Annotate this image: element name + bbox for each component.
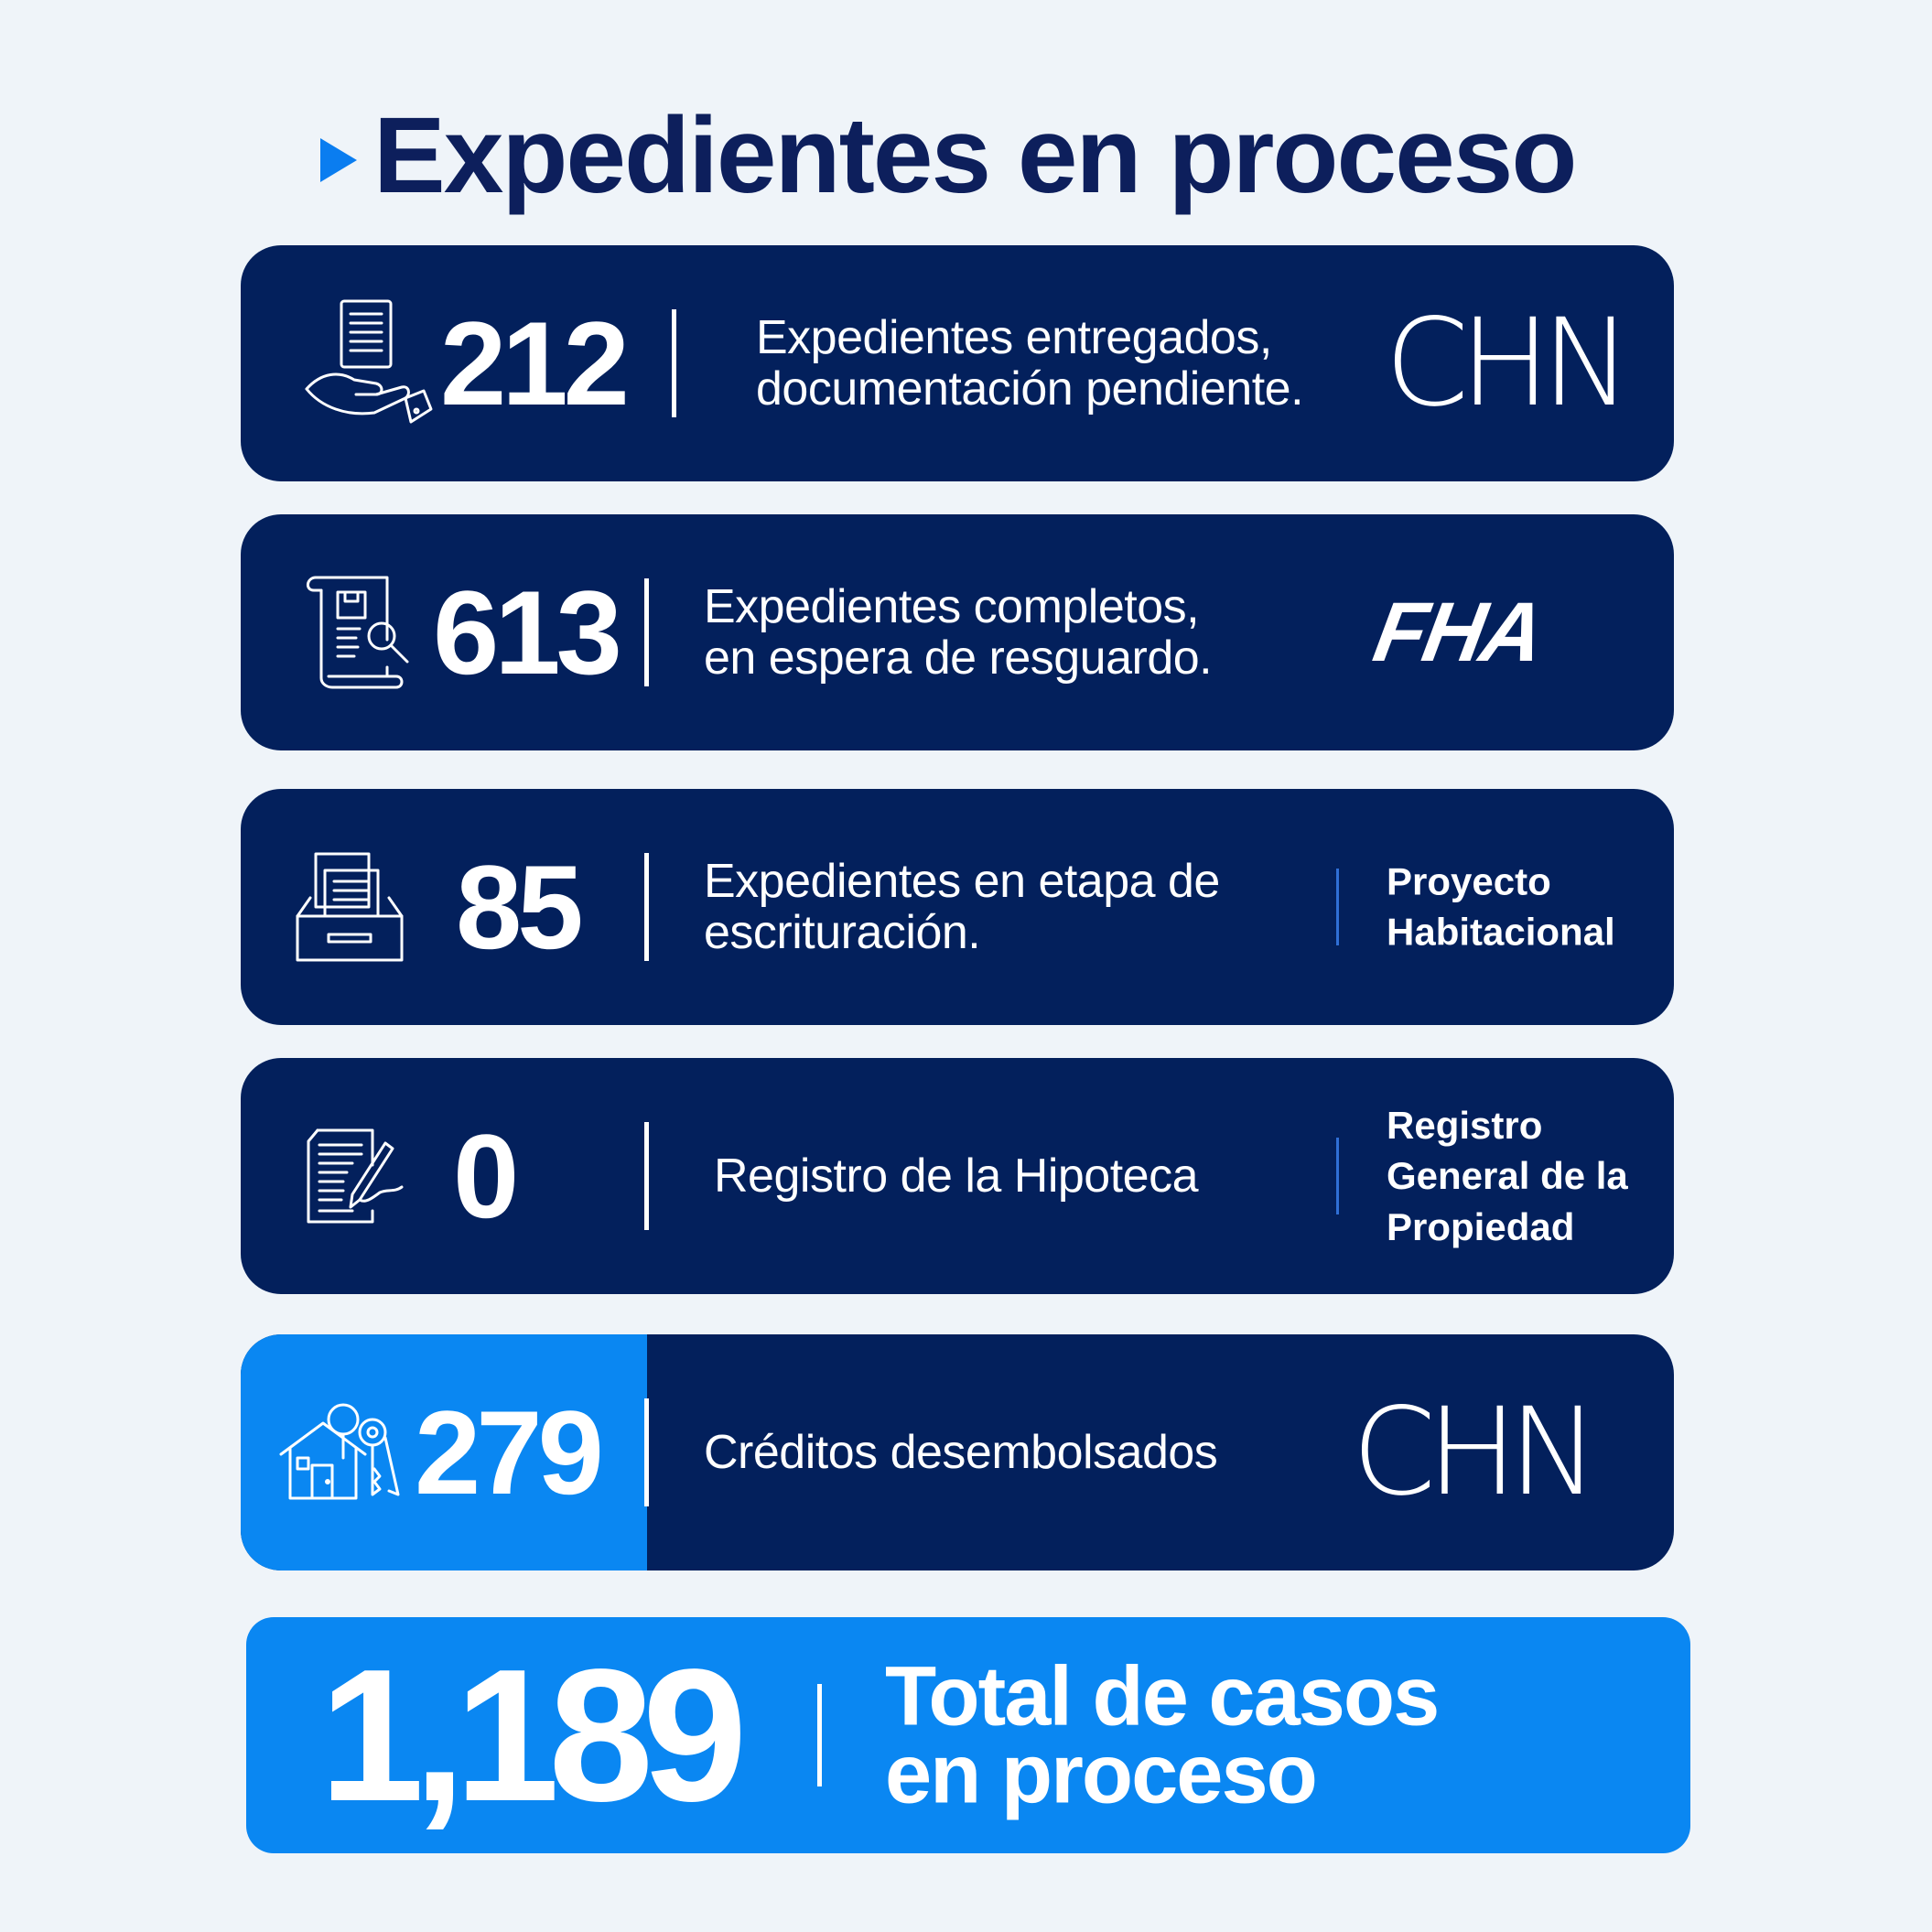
divider [644, 1122, 649, 1230]
file-drawer-icon [296, 852, 404, 962]
stat-card-creditos: 279 Créditos desembolsados CHN [241, 1334, 1674, 1570]
description-line: Registro de la Hipoteca [714, 1149, 1199, 1203]
divider [672, 309, 676, 417]
total-label: Total de casos en proceso [885, 1649, 1440, 1820]
highlight-panel [241, 1334, 647, 1570]
total-card: 1,189 Total de casos en proceso [246, 1617, 1690, 1853]
description-line: escrituración. [704, 906, 981, 959]
stat-description: Expedientes en etapa de escrituración. [704, 856, 1220, 958]
document-signature-icon [307, 1128, 404, 1224]
page-header: Expedientes en proceso [320, 87, 1577, 224]
total-label-line: en proceso [885, 1727, 1318, 1820]
divider [644, 853, 649, 961]
brand-line: Proyecto [1387, 859, 1551, 903]
divider [817, 1684, 822, 1786]
document-search-icon [301, 576, 415, 689]
house-keys-icon [277, 1398, 405, 1507]
stat-card-escrituracion: 85 Expedientes en etapa de escrituración… [241, 789, 1674, 1025]
chn-logo: CHN [1352, 1382, 1599, 1523]
brand-line: Registro [1387, 1103, 1543, 1147]
stat-card-hipoteca: 0 Registro de la Hipoteca Registro Gener… [241, 1058, 1674, 1294]
description-line: Expedientes entregados, [756, 310, 1272, 364]
hand-document-icon [303, 299, 436, 427]
stat-description: Expedientes entregados, documentación pe… [756, 310, 1304, 416]
registro-propiedad-logo: Registro General de la Propiedad [1387, 1100, 1628, 1252]
divider [644, 1398, 649, 1506]
description-line: documentación pendiente. [756, 362, 1304, 416]
total-number: 1,189 [319, 1630, 748, 1840]
stat-card-completos: 613 Expedientes completos, en espera de … [241, 514, 1674, 750]
description-line: Expedientes en etapa de [704, 854, 1220, 908]
stat-number: 279 [415, 1386, 604, 1519]
description-line: Expedientes completos, [704, 579, 1200, 633]
stat-number: 85 [456, 840, 584, 974]
description-line: en espera de resguardo. [704, 631, 1213, 685]
stat-number: 0 [453, 1109, 519, 1243]
description-line: Créditos desembolsados [704, 1425, 1218, 1479]
stat-description: Expedientes completos, en espera de resg… [704, 579, 1213, 685]
brand-line: General de la [1387, 1154, 1628, 1198]
divider [1336, 1138, 1339, 1214]
divider [1336, 869, 1339, 945]
fha-logo: FHA [1367, 586, 1549, 679]
stat-description: Créditos desembolsados [704, 1425, 1218, 1479]
stat-description: Registro de la Hipoteca [714, 1149, 1199, 1203]
stat-number: 212 [440, 297, 630, 430]
divider [644, 578, 649, 686]
brand-line: Habitacional [1387, 911, 1615, 954]
chn-logo: CHN [1385, 293, 1632, 434]
proyecto-habitacional-logo: Proyecto Habitacional [1387, 857, 1615, 958]
stat-card-entregados: 212 Expedientes entregados, documentació… [241, 245, 1674, 481]
total-label-line: Total de casos [885, 1649, 1440, 1743]
play-arrow-icon [320, 138, 357, 182]
brand-line: Propiedad [1387, 1204, 1575, 1248]
stat-number: 613 [433, 566, 622, 699]
page-title: Expedientes en proceso [373, 95, 1577, 216]
